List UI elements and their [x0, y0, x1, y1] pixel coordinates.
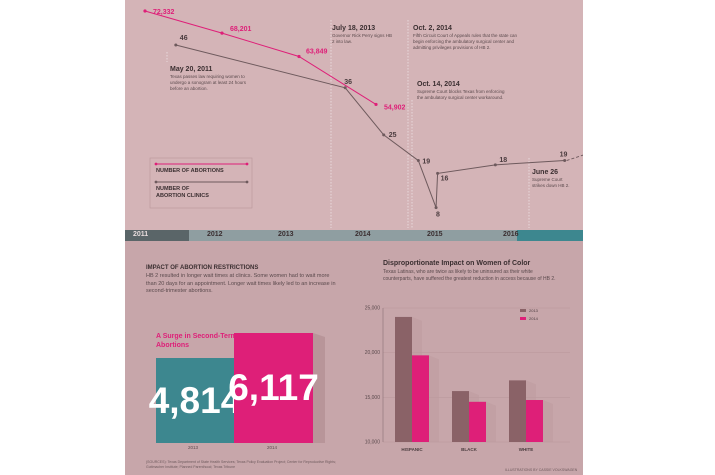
legend-clinics-dot: [245, 180, 249, 184]
y-tick-label: 20,000: [365, 350, 381, 356]
legend-label-2013: 2013: [529, 308, 539, 313]
source-note: (SOURCES): Texas Department of State Hea…: [146, 460, 336, 469]
event-oct2-2014: Oct. 2, 2014 Fifth Circuit Court of Appe…: [413, 24, 528, 51]
legend-clinics-line1: NUMBER OF: [156, 186, 190, 192]
clinics-value-label: 8: [436, 212, 440, 219]
clinics-projection-line: [566, 154, 583, 161]
bar-black-2013: [452, 391, 469, 442]
event-june-2016: June 26 Supreme Court strikes down HB 2.: [532, 168, 574, 189]
event-date: May 20, 2011: [170, 66, 213, 73]
event-may-2011: May 20, 2011 Texas passes law requiring …: [170, 65, 248, 92]
clinics-point: [343, 86, 347, 90]
x-category-label: WHITE: [519, 447, 534, 452]
legend-swatch-2013: [520, 309, 526, 312]
bar-black-2014: [469, 401, 486, 442]
abortions-point: [143, 9, 147, 13]
clinics-point: [174, 43, 178, 47]
abortions-point: [297, 54, 301, 59]
legend-clinics-line2: ABORTION CLINICS: [156, 193, 209, 199]
infographic: 72,33268,20163,84954,902463625198161819?…: [125, 0, 583, 475]
event-date: Oct. 2, 2014: [413, 25, 452, 32]
impact-title: IMPACT OF ABORTION RESTRICTIONS: [146, 265, 259, 271]
event-oct14-2014: Oct. 14, 2014 Supreme Court blocks Texas…: [417, 80, 507, 101]
abortions-value-label: 72,332: [153, 9, 175, 16]
event-text: Supreme Court strikes down HB 2.: [532, 177, 570, 188]
abortions-point: [374, 102, 378, 107]
x-category-label: HISPANIC: [401, 447, 423, 452]
surge-bar-shadow: [313, 333, 325, 443]
clinics-point: [382, 133, 386, 137]
surge-value-2014: 6,117: [228, 333, 319, 443]
event-text: Governor Rick Perry signs HB 2 into law.: [332, 33, 393, 44]
event-date: July 18, 2013: [332, 25, 376, 32]
bottom-section: 10,000 15,000 20,000 25,000 HISPANIC BLACK WHI…: [125, 241, 583, 475]
event-text: Supreme Court blocks Texas from enforcin…: [417, 89, 505, 100]
x-category-label: BLACK: [461, 447, 477, 452]
abortions-value-label: 54,902: [384, 104, 406, 111]
surge-year-2014: 2014: [267, 445, 278, 450]
year-label: 2013: [278, 231, 294, 238]
legend-abortions-dot: [245, 162, 249, 166]
legend-box: [149, 157, 253, 209]
illustration-credit: ILLUSTRATIONS BY CASSIE VOLKSWAGEN: [505, 468, 578, 472]
year-label: 2012: [207, 231, 223, 238]
y-tick-label: 25,000: [365, 306, 381, 312]
abortions-point: [220, 31, 224, 35]
bar-hispanic-2014: [412, 355, 429, 442]
bar-white-2013: [509, 380, 526, 442]
legend-abortions-dot: [154, 162, 158, 166]
y-tick-label: 15,000: [365, 395, 381, 401]
event-text: Texas passes law requiring women to unde…: [170, 74, 247, 91]
clinics-point: [493, 163, 497, 167]
clinics-value-label: 16: [441, 175, 449, 182]
bar-hispanic-2013: [395, 316, 412, 442]
year-axis-dark-segment: [125, 230, 189, 241]
bar-shadow: [486, 401, 496, 442]
year-label: 2011: [133, 231, 149, 238]
surge-title: A Surge in Second-Term Abortions: [156, 333, 237, 349]
clinics-point: [416, 159, 420, 163]
clinics-value-label: 19: [560, 152, 568, 159]
legend-swatch-2014: [520, 317, 526, 320]
bar-shadow: [543, 400, 553, 442]
bar-shadow: [429, 355, 439, 442]
timeline-section: 72,33268,20163,84954,902463625198161819?…: [125, 0, 583, 230]
legend-label-2014: 2014: [529, 316, 539, 321]
clinics-value-label: 18: [499, 157, 507, 164]
surge-value-2013: 4,814: [149, 358, 241, 443]
y-tick-label: 10,000: [365, 440, 381, 446]
bar-white-2014: [526, 400, 543, 442]
year-label: 2015: [427, 231, 443, 238]
abortions-value-label: 63,849: [306, 48, 328, 55]
year-axis-teal-segment: [517, 230, 583, 241]
clinics-value-label: 46: [180, 35, 188, 42]
surge-year-2013: 2013: [188, 445, 199, 450]
clinics-value-label: 36: [344, 79, 352, 86]
clinics-value-label: 19: [422, 159, 430, 166]
impact-body: HB 2 resulted in longer wait times at cl…: [146, 273, 336, 294]
clinics-point: [434, 206, 438, 210]
abortions-series-line: [144, 10, 377, 105]
event-date: June 26: [532, 169, 559, 176]
legend-clinics-dot: [154, 180, 158, 184]
event-date: Oct. 14, 2014: [417, 81, 460, 88]
disparity-body: Texas Latinas, who are twice as likely t…: [383, 269, 556, 282]
event-july-2013: July 18, 2013 Governor Rick Perry signs …: [332, 24, 394, 45]
clinics-series-line: [175, 44, 565, 208]
clinics-value-label: 25: [389, 132, 397, 139]
disparity-title: Disproportionate Impact on Women of Colo…: [383, 260, 531, 267]
clinics-point: [563, 159, 567, 163]
year-label: 2016: [503, 231, 519, 238]
event-text: Fifth Circuit Court of Appeals rules tha…: [413, 33, 518, 50]
year-label: 2014: [355, 231, 371, 238]
abortions-value-label: 68,201: [230, 26, 252, 33]
year-axis: 2011 2012 2013 2014 2015 2016: [125, 230, 583, 241]
legend-abortions-label: NUMBER OF ABORTIONS: [156, 168, 224, 174]
legend-clinics-label: NUMBER OF ABORTION CLINICS: [156, 186, 209, 200]
clinics-point: [436, 171, 440, 175]
